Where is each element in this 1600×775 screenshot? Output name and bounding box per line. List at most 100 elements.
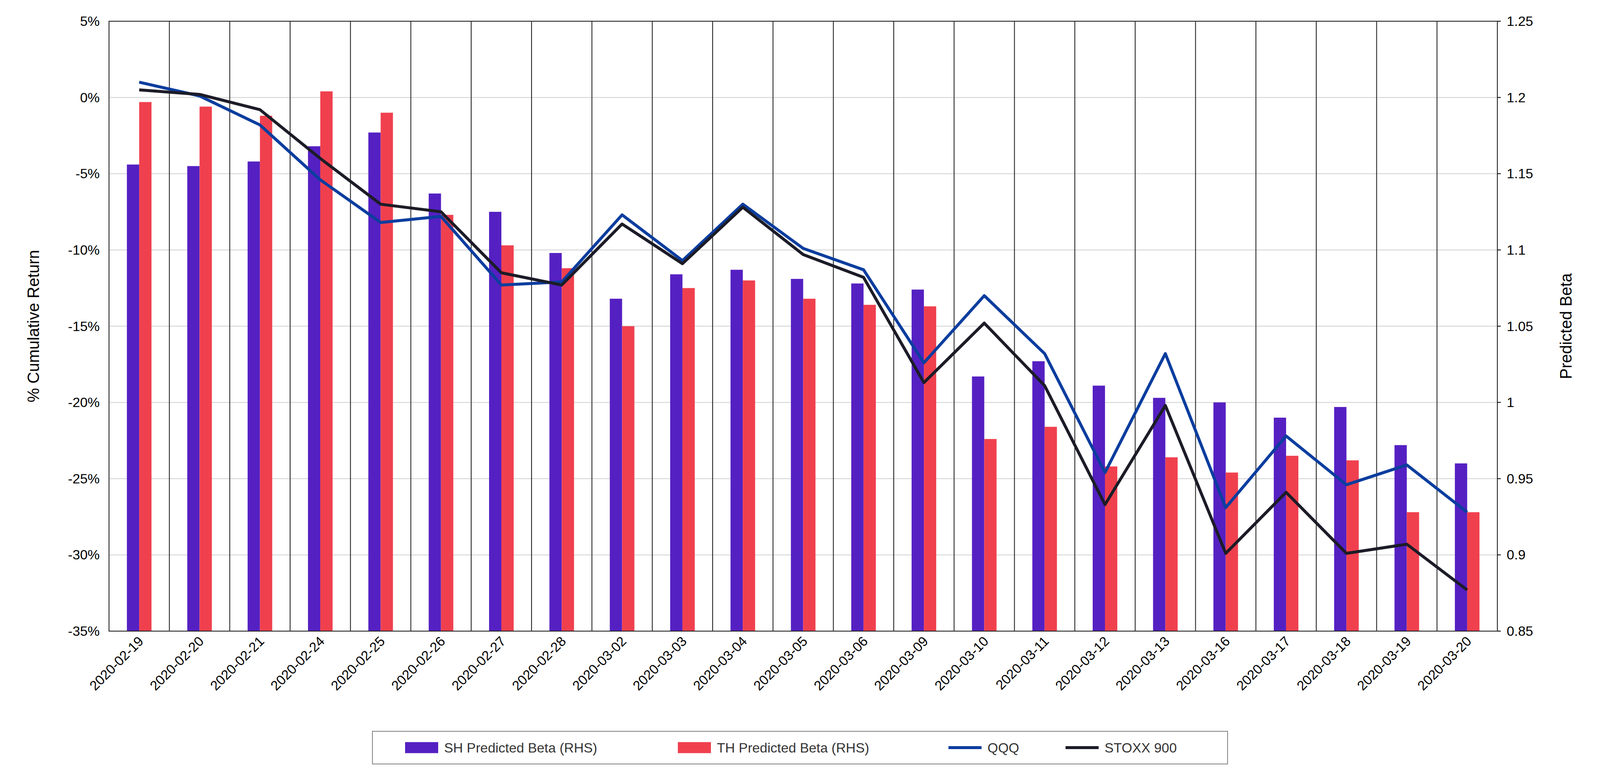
legend-label: SH Predicted Beta (RHS) xyxy=(444,739,598,756)
y2-tick-label: 1.15 xyxy=(1506,165,1533,182)
y-tick-label: -35% xyxy=(67,623,100,639)
bar xyxy=(139,101,152,631)
bar xyxy=(1104,466,1118,631)
bar xyxy=(199,106,212,631)
y2-tick-label: 0.9 xyxy=(1506,546,1526,563)
y-tick-label: -25% xyxy=(67,470,100,487)
bar xyxy=(320,91,333,631)
x-tick-label: 2020-02-26 xyxy=(388,632,448,693)
line xyxy=(139,82,1468,512)
y-tick-label: 5% xyxy=(80,13,100,29)
category-separator xyxy=(712,21,714,631)
x-tick-label: 2020-02-20 xyxy=(146,632,207,693)
legend-label: STOXX 900 xyxy=(1104,739,1177,756)
y2-tick xyxy=(1497,630,1501,632)
y2-tick xyxy=(1497,478,1501,479)
bar xyxy=(1346,460,1359,631)
y2-tick xyxy=(1497,249,1501,251)
y-tick-label: -15% xyxy=(67,318,100,334)
bar xyxy=(368,132,381,631)
legend-label: TH Predicted Beta (RHS) xyxy=(716,739,870,756)
y2-tick-label: 1 xyxy=(1506,394,1515,410)
category-separator xyxy=(953,21,955,631)
bar xyxy=(1454,463,1468,631)
bar xyxy=(126,164,140,631)
y-tick-label: -20% xyxy=(67,394,100,410)
bar xyxy=(260,115,273,631)
chart: -35%-30%-25%-20%-15%-10%-5%0%5%0.850.90.… xyxy=(0,0,1600,775)
bar xyxy=(730,269,743,631)
category-separator xyxy=(410,21,412,631)
y2-tick xyxy=(1497,401,1501,403)
x-tick-label: 2020-03-12 xyxy=(1052,632,1113,693)
x-tick-label: 2020-03-02 xyxy=(569,632,630,693)
bar xyxy=(1286,455,1299,631)
bar xyxy=(1044,426,1058,631)
category-separator xyxy=(1376,21,1377,631)
category-separator xyxy=(1134,21,1136,631)
y2-tick xyxy=(1497,20,1501,22)
x-tick-label: 2020-02-28 xyxy=(509,632,569,693)
x-tick-label: 2020-03-19 xyxy=(1353,632,1414,693)
line xyxy=(139,89,1468,590)
plot-frame xyxy=(109,21,1498,631)
y2-tick xyxy=(1497,325,1501,327)
x-tick-label: 2020-03-17 xyxy=(1233,632,1294,693)
x-tick-label: 2020-03-18 xyxy=(1293,632,1354,693)
bar xyxy=(1467,511,1480,631)
bar xyxy=(863,304,876,631)
bar xyxy=(670,274,683,631)
bar xyxy=(1406,511,1420,631)
x-tick-label: 2020-03-13 xyxy=(1112,632,1173,693)
y2-tick-label: 1.25 xyxy=(1506,13,1533,29)
y-tick-label: 0% xyxy=(80,89,100,106)
bar xyxy=(984,438,997,631)
bar xyxy=(803,298,816,631)
category-separator xyxy=(470,21,472,631)
bar xyxy=(307,146,321,631)
y-tick-label: -10% xyxy=(67,242,100,258)
bar xyxy=(1092,385,1105,631)
bar xyxy=(501,245,514,631)
x-tick-label: 2020-02-27 xyxy=(448,632,509,693)
category-separator xyxy=(1255,21,1257,631)
category-separator xyxy=(289,21,291,631)
bar xyxy=(911,289,924,631)
bar xyxy=(851,283,864,631)
y-axis-title: % Cumulative Return xyxy=(24,249,43,403)
category-separator xyxy=(531,21,532,631)
x-tick-label: 2020-03-06 xyxy=(811,632,871,693)
legend-swatch xyxy=(1065,745,1099,749)
bar xyxy=(971,376,985,631)
category-separator xyxy=(1315,21,1317,631)
bar xyxy=(791,278,804,631)
x-tick-label: 2020-02-25 xyxy=(327,632,388,693)
bar xyxy=(1334,406,1347,631)
y2-axis-title: Predicted Beta xyxy=(1557,272,1575,379)
bar xyxy=(682,288,695,631)
bar xyxy=(1152,397,1166,631)
bar xyxy=(549,252,562,631)
y-tick-label: -5% xyxy=(75,165,100,182)
y2-tick-label: 1.05 xyxy=(1506,318,1533,334)
x-tick-label: 2020-02-19 xyxy=(86,632,147,693)
bar xyxy=(247,161,261,631)
x-tick-label: 2020-03-16 xyxy=(1172,632,1233,693)
category-separator xyxy=(349,21,351,631)
y2-tick xyxy=(1497,97,1501,98)
category-separator xyxy=(833,21,834,631)
x-tick-label: 2020-03-09 xyxy=(871,632,932,693)
legend-swatch xyxy=(405,741,439,753)
y2-tick xyxy=(1497,173,1501,174)
bar xyxy=(441,214,454,631)
bar xyxy=(1394,444,1407,631)
category-separator xyxy=(1074,21,1076,631)
legend-swatch xyxy=(677,741,711,753)
bar xyxy=(428,193,442,631)
x-tick-label: 2020-02-21 xyxy=(207,632,268,693)
x-tick-label: 2020-02-24 xyxy=(267,632,328,693)
category-separator xyxy=(229,21,231,631)
x-tick-label: 2020-03-04 xyxy=(690,632,750,693)
category-separator xyxy=(168,21,170,631)
x-tick-label: 2020-03-10 xyxy=(931,632,992,693)
